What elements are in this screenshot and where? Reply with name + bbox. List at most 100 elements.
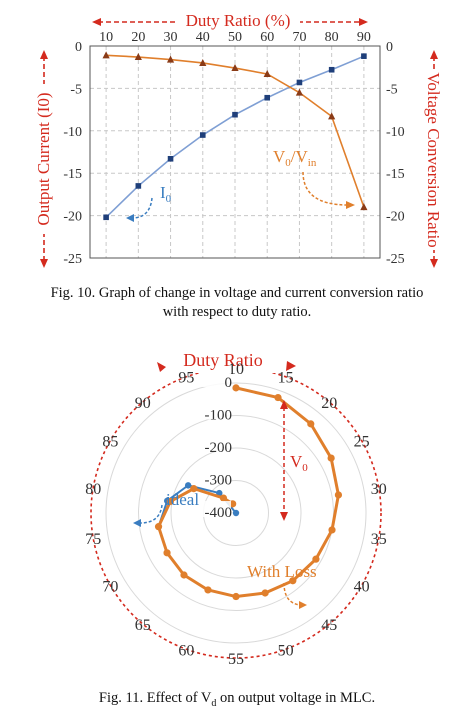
angular-axis-circle [90,367,382,659]
i0-marker [361,53,367,59]
angular-arrow-left [157,362,166,372]
figure-10-caption-line1: Fig. 10. Graph of change in voltage and … [50,285,424,301]
fig10-line-chart: 10 20 30 40 50 60 70 80 90 0 0 -5 -5 -10 -10 -15 -15 -20 -… [33,11,445,268]
radar-marker-1 [307,420,315,428]
i0-marker [296,79,303,86]
y-right-tick-label: 0 [386,40,393,55]
radial-tick-bg [201,371,231,387]
radar-marker-0 [232,509,240,517]
angular-tick-label: 65 [135,617,151,634]
angular-tick-label: 80 [85,481,101,498]
x-tick-label: 90 [357,30,371,45]
radar-series-line-1 [157,386,340,599]
with-loss-annotation-arrowhead [299,601,307,609]
i0-annotation-arrowhead [126,214,134,222]
angular-tick-label: 70 [102,579,118,596]
radar-marker-1 [190,485,198,493]
ideal-annotation: ideal [166,490,199,509]
ideal-annotation-arrow [139,504,163,524]
radar-marker-1 [180,571,188,579]
radial-gridline [138,415,334,611]
v0-axis-label: V0 [290,452,308,474]
v0vin-annotation-arrowhead [346,201,355,209]
v0vin-marker [199,58,207,66]
right-title-arrow-top [430,50,438,59]
angular-tick-label: 45 [321,617,337,634]
i0-marker [167,155,174,162]
radar-marker-1 [166,497,174,506]
x-title-arrow-right [359,18,368,26]
y-right-tick-label: -10 [386,125,405,140]
i0-marker [103,214,109,221]
y-left-tick-label: -20 [63,210,82,225]
angular-tick-label: 55 [228,651,244,668]
angular-tick-label: 35 [371,531,387,548]
left-title-arrow-top [40,50,48,59]
v0vin-marker [328,112,336,120]
angular-tick-label: 25 [354,434,370,451]
y-left-title: Output Current (I0) [34,92,53,225]
i0-marker [135,183,142,189]
radar-marker-1 [327,454,335,462]
angular-tick-label: 30 [371,481,387,498]
radar-marker-1 [219,494,228,502]
radial-gridline [170,447,302,579]
v0vin-marker [102,51,110,59]
i0-marker [199,132,206,138]
v0vin-annotation: V0/Vin [273,147,317,169]
angular-arrow-right [286,361,296,371]
i0-annotation: I0 [160,183,172,205]
y-right-tick-label: -5 [386,82,398,97]
y-right-tick-label: -25 [386,252,405,267]
radial-tick-label: -100 [205,408,233,424]
figure-10-caption: Fig. 10. Graph of change in voltage and … [0,284,474,322]
v0-axis-arrow-bottom [280,512,288,521]
radar-marker-1 [154,523,163,531]
radial-tick-label: -200 [205,440,233,456]
angular-tick-label: 85 [102,434,118,451]
x-tick-label: 60 [260,30,274,45]
radar-marker-1 [261,589,269,597]
y-left-tick-label: -15 [63,167,82,182]
radial-tick-bg [201,436,231,452]
angular-tick-label: 40 [354,579,370,596]
radial-tick-label: -300 [205,473,233,489]
radar-marker-1 [232,384,240,392]
y-right-tick-label: -20 [386,210,405,225]
x-tick-label: 20 [131,30,145,45]
v0vin-annotation-arrow [302,171,349,206]
v0vin-marker [295,88,304,96]
x-axis-title: Duty Ratio (%) [186,11,291,30]
radar-marker-1 [289,577,297,585]
x-title-arrow-left [92,18,101,26]
i0-annotation-arrow [131,197,153,219]
radar-marker-1 [232,592,240,601]
angular-tick-label: 20 [321,395,337,412]
angular-tick-label: 50 [278,642,294,659]
x-tick-label: 30 [164,30,178,45]
v0vin-marker [231,64,239,72]
angular-tick-label: 95 [178,370,194,387]
angular-tick-label: 10 [228,361,244,378]
left-title-arrow-bottom [40,259,48,268]
radial-tick-label: -400 [205,505,233,521]
angular-tick-label: 90 [135,395,151,412]
radial-gridline [105,382,367,644]
y-left-tick-label: -5 [70,82,82,97]
with-loss-annotation: With Loss [247,562,317,581]
angular-axis-title: Duty Ratio [183,350,263,370]
x-tick-label: 40 [196,30,210,45]
fig11-radar-chart: Duty Ratio 10 15 20 25 30 35 40 45 50 55 60 65 70 75 8… [85,349,387,668]
radar-marker-1 [312,555,320,563]
radar-marker-0 [184,482,192,489]
y-left-tick-label: -25 [63,252,82,267]
y-left-tick-label: -10 [63,125,82,140]
v0-axis-arrow-top [280,400,288,409]
x-tick-label: 10 [99,30,113,45]
radial-tick-bg [201,403,231,420]
x-tick-label: 70 [292,30,306,45]
radar-marker-1 [163,549,171,557]
angular-tick-label: 60 [178,642,194,659]
right-title-arrow-bottom [430,259,438,268]
i0-marker [264,94,271,101]
